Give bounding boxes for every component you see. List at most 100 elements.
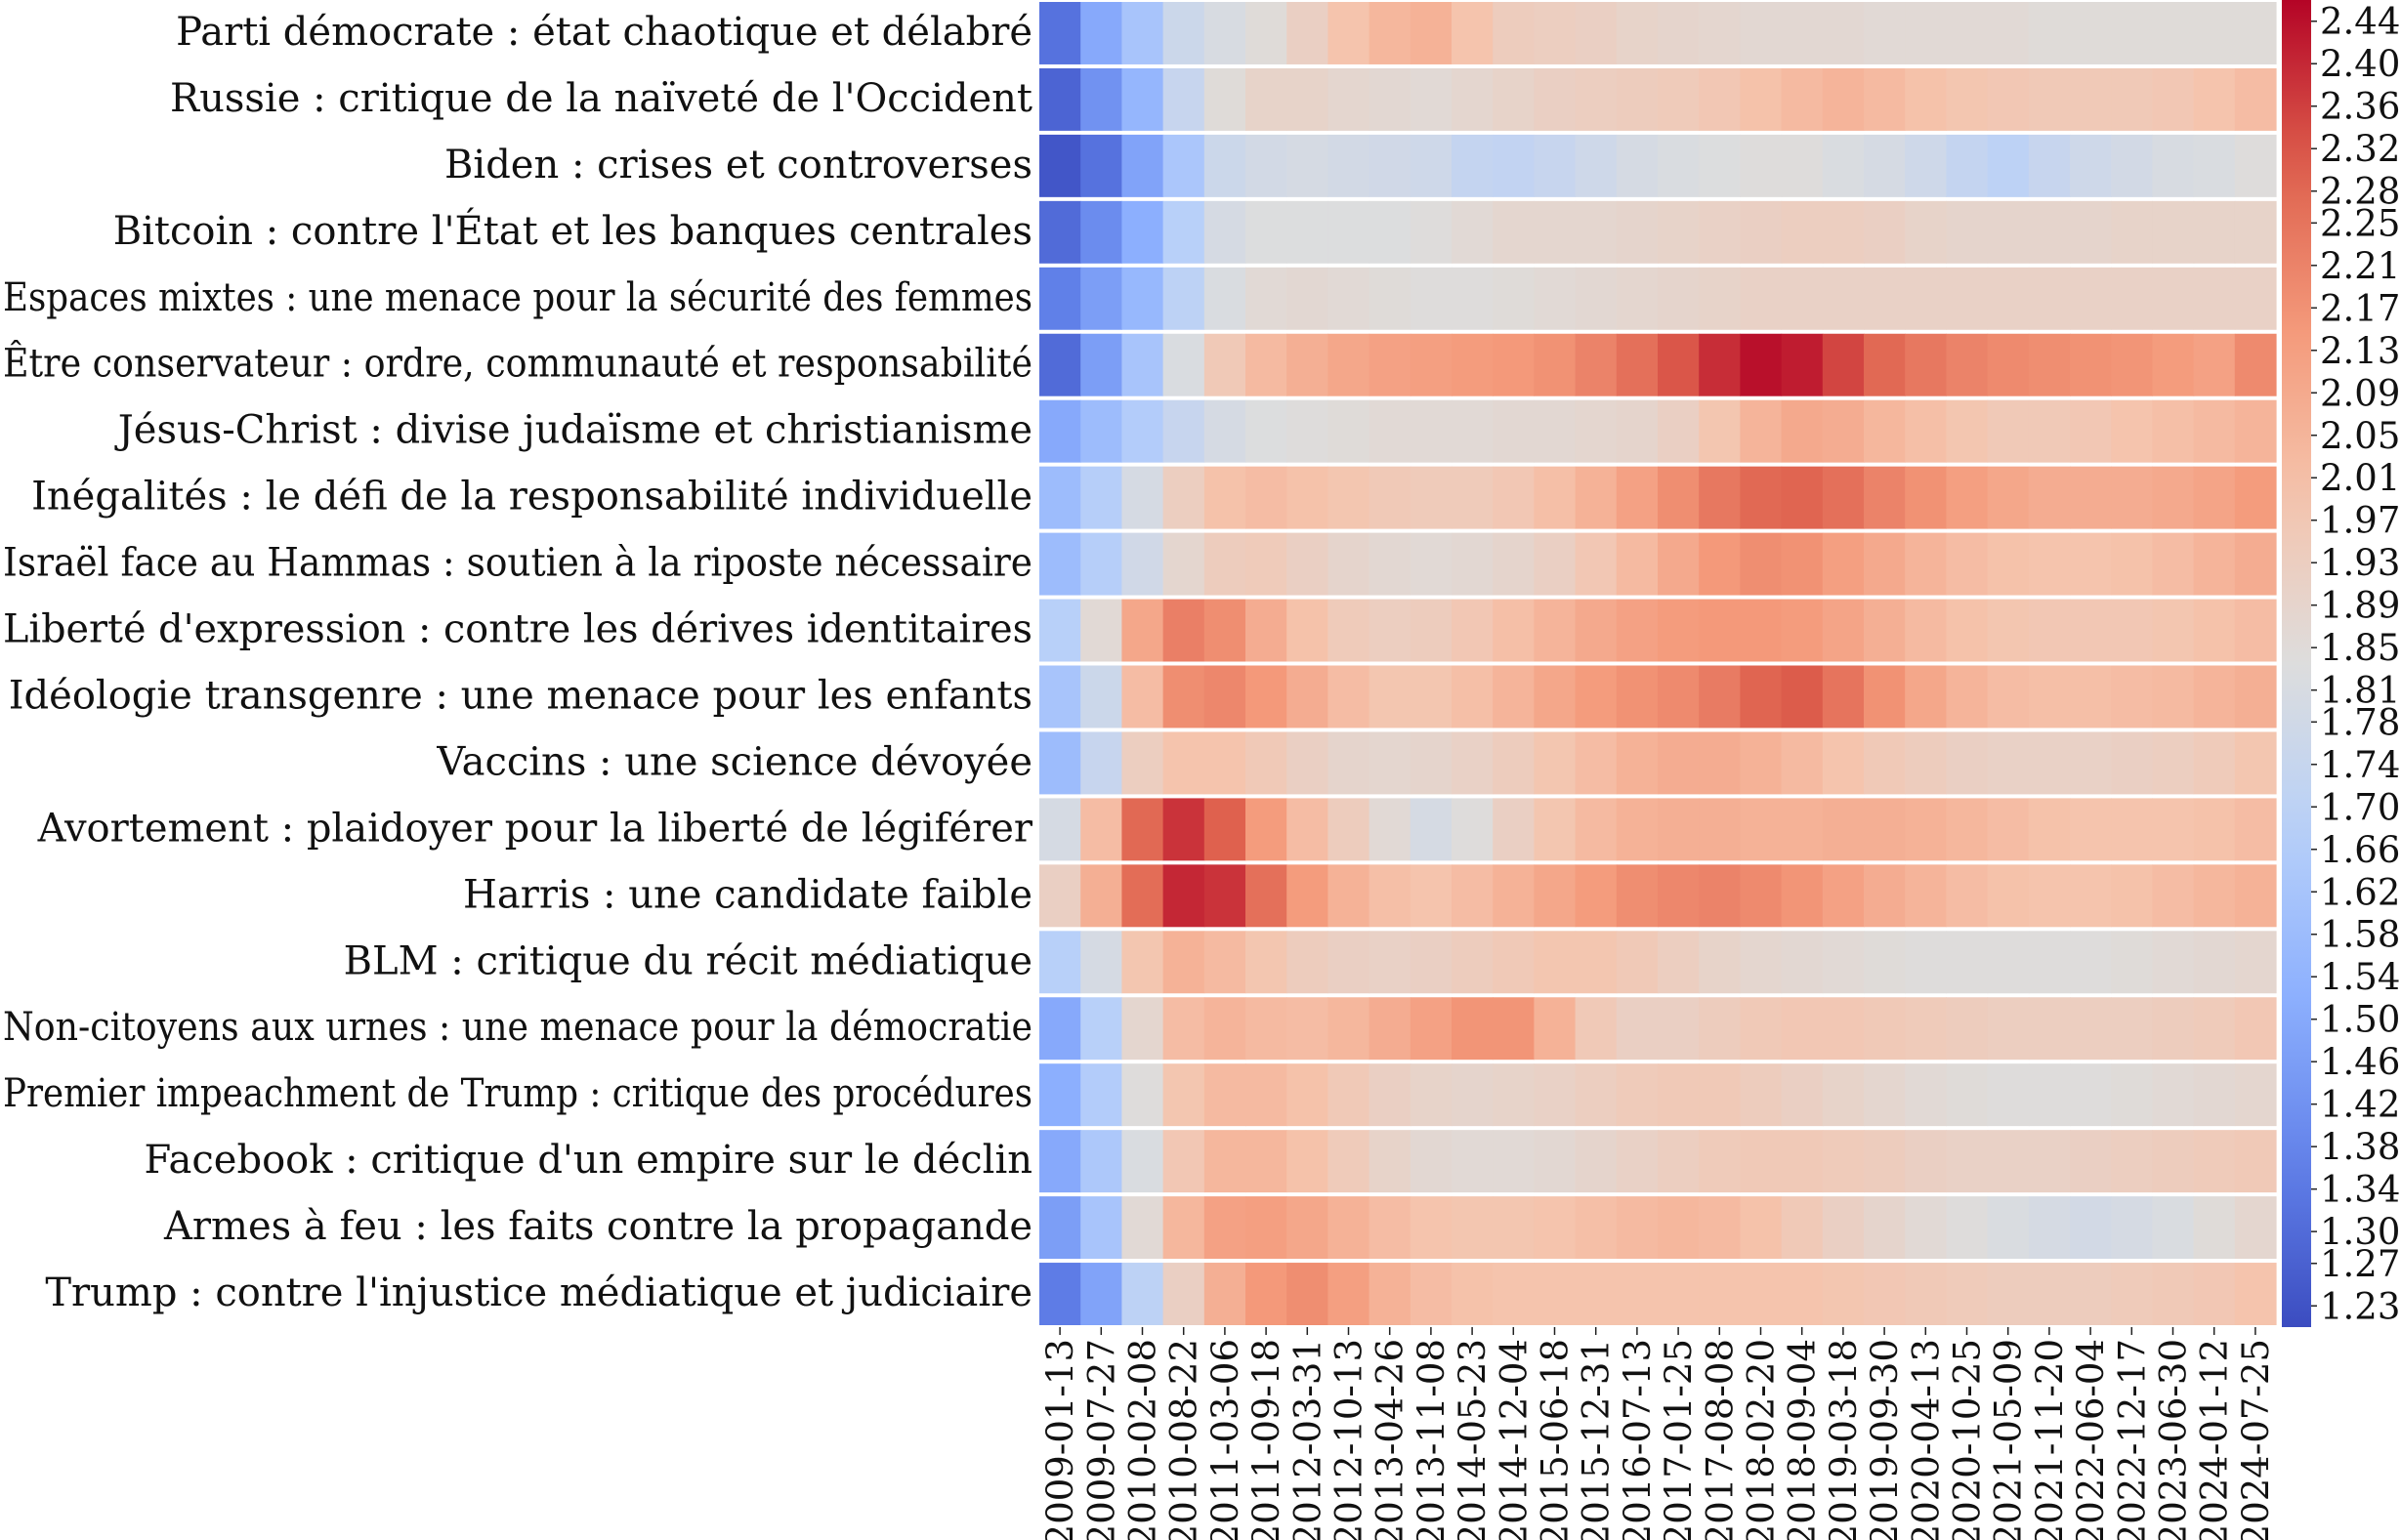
heatmap-cell bbox=[1080, 798, 1122, 861]
heatmap-cell bbox=[1987, 134, 2030, 197]
heatmap-cell bbox=[1740, 466, 1783, 529]
x-tick-label: 2010-02-08 bbox=[1122, 1339, 1164, 1540]
heatmap-cell bbox=[1699, 1196, 1741, 1260]
x-tick-label: 2011-03-06 bbox=[1204, 1339, 1246, 1540]
heatmap-cell bbox=[1946, 532, 1989, 596]
heatmap-cell bbox=[2193, 333, 2236, 396]
heatmap-cell bbox=[2193, 67, 2236, 131]
heatmap-cell bbox=[1327, 798, 1370, 861]
heatmap-cell bbox=[1822, 1263, 1865, 1325]
colorbar-tick-label: 1.70 bbox=[2320, 786, 2400, 828]
heatmap-cell bbox=[1121, 798, 1164, 861]
heatmap-cell bbox=[2028, 399, 2071, 463]
heatmap-cell bbox=[2234, 532, 2277, 596]
x-tick-label: 2018-02-20 bbox=[1741, 1339, 1783, 1540]
x-tick-label: 2020-10-25 bbox=[1947, 1339, 1989, 1540]
heatmap-cell bbox=[1740, 2, 1783, 64]
heatmap-cell bbox=[2193, 665, 2236, 728]
heatmap-cell bbox=[1987, 200, 2030, 264]
heatmap-cell bbox=[1203, 1196, 1246, 1260]
heatmap-cell bbox=[1905, 665, 1947, 728]
colorbar-tick-label: 2.21 bbox=[2320, 245, 2400, 287]
heatmap-cell bbox=[1575, 665, 1618, 728]
heatmap-cell bbox=[2193, 532, 2236, 596]
heatmap-cell bbox=[1616, 731, 1659, 795]
heatmap-cell bbox=[1905, 599, 1947, 662]
heatmap-cell bbox=[2070, 399, 2112, 463]
heatmap-cell bbox=[1658, 134, 1700, 197]
heatmap-cell bbox=[1864, 864, 1906, 928]
heatmap-cell bbox=[1534, 2, 1577, 64]
heatmap-cell bbox=[1781, 200, 1824, 264]
heatmap-cell bbox=[2028, 1063, 2071, 1127]
heatmap-cell bbox=[1699, 200, 1741, 264]
heatmap-cell bbox=[1245, 333, 1287, 396]
heatmap-cell bbox=[1121, 997, 1164, 1061]
heatmap-cell bbox=[1905, 1196, 1947, 1260]
heatmap-cell bbox=[1905, 1063, 1947, 1127]
heatmap-cell bbox=[1740, 665, 1783, 728]
heatmap-cell bbox=[1534, 665, 1577, 728]
heatmap-cell bbox=[2193, 599, 2236, 662]
heatmap-cell bbox=[2152, 466, 2195, 529]
heatmap-cell bbox=[1327, 2, 1370, 64]
heatmap-cell bbox=[1781, 931, 1824, 994]
heatmap-cell bbox=[1369, 731, 1411, 795]
heatmap-cell bbox=[1039, 399, 1081, 463]
heatmap-cell bbox=[1121, 1130, 1164, 1193]
heatmap-cell bbox=[1534, 532, 1577, 596]
heatmap-cell bbox=[1905, 864, 1947, 928]
heatmap-cell bbox=[1781, 333, 1824, 396]
heatmap-cell bbox=[2028, 333, 2071, 396]
heatmap-cell bbox=[1327, 466, 1370, 529]
colorbar-tick-label: 2.36 bbox=[2320, 86, 2400, 128]
heatmap-cell bbox=[1616, 665, 1659, 728]
heatmap-cell bbox=[1162, 2, 1205, 64]
heatmap-cell bbox=[1822, 333, 1865, 396]
heatmap-cell bbox=[1203, 532, 1246, 596]
heatmap-cell bbox=[2111, 599, 2153, 662]
heatmap-cell bbox=[1699, 1063, 1741, 1127]
heatmap-cell bbox=[1987, 731, 2030, 795]
heatmap-cell bbox=[1162, 864, 1205, 928]
heatmap-cell bbox=[2193, 1130, 2236, 1193]
heatmap-cell bbox=[1987, 798, 2030, 861]
heatmap-cell bbox=[1369, 399, 1411, 463]
row-label: Non-citoyens aux urnes : une menace pour… bbox=[3, 1005, 1032, 1050]
x-tick-label: 2014-12-04 bbox=[1493, 1339, 1535, 1540]
heatmap-cell bbox=[1410, 267, 1453, 330]
heatmap-cell bbox=[2028, 267, 2071, 330]
heatmap-cell bbox=[1121, 134, 1164, 197]
heatmap-cell bbox=[1658, 1263, 1700, 1325]
x-tick-label: 2018-09-04 bbox=[1782, 1339, 1824, 1540]
heatmap-cell bbox=[1039, 864, 1081, 928]
heatmap-cell bbox=[2111, 67, 2153, 131]
colorbar-tick-label: 1.81 bbox=[2320, 670, 2400, 712]
row-label: Biden : crises et controverses bbox=[444, 143, 1032, 187]
heatmap-cell bbox=[1864, 798, 1906, 861]
heatmap-cell bbox=[1616, 466, 1659, 529]
heatmap-cell bbox=[1781, 864, 1824, 928]
heatmap-cell bbox=[2234, 1130, 2277, 1193]
heatmap-cell bbox=[1699, 864, 1741, 928]
heatmap-cell bbox=[1946, 1063, 1989, 1127]
row-label: Idéologie transgenre : une menace pour l… bbox=[9, 673, 1032, 718]
heatmap-cell bbox=[2111, 2, 2153, 64]
row-label: Inégalités : le défi de la responsabilit… bbox=[31, 475, 1032, 520]
heatmap-cell bbox=[1946, 466, 1989, 529]
heatmap-cell bbox=[1162, 67, 1205, 131]
heatmap-cell bbox=[1080, 67, 1122, 131]
heatmap-cell bbox=[2111, 1263, 2153, 1325]
heatmap-cell bbox=[2111, 532, 2153, 596]
x-tick-label: 2024-07-25 bbox=[2235, 1339, 2277, 1540]
heatmap-cell bbox=[1864, 599, 1906, 662]
heatmap-cell bbox=[1493, 1263, 1535, 1325]
heatmap-cell bbox=[2070, 731, 2112, 795]
heatmap-cell bbox=[1905, 2, 1947, 64]
x-tick-label: 2020-04-13 bbox=[1905, 1339, 1947, 1540]
heatmap-cell bbox=[1493, 532, 1535, 596]
x-tick-label: 2014-05-23 bbox=[1452, 1339, 1494, 1540]
heatmap-cell bbox=[1616, 1263, 1659, 1325]
heatmap-cell bbox=[1410, 864, 1453, 928]
heatmap-cell bbox=[2028, 532, 2071, 596]
